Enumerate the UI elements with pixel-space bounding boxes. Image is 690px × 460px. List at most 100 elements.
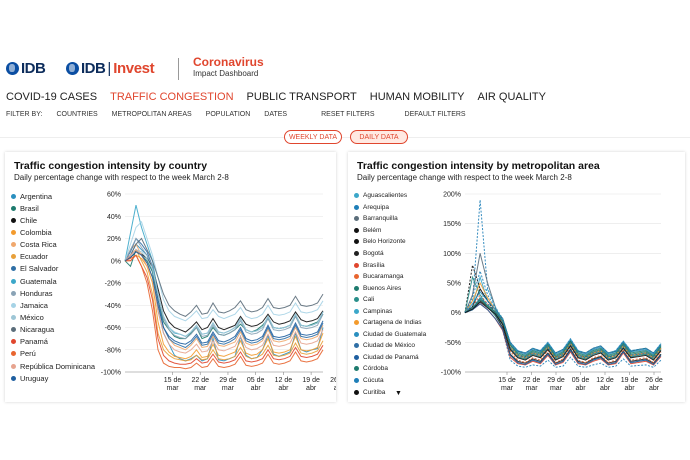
nav-covid-cases[interactable]: COVID-19 CASES — [6, 91, 98, 103]
legend-item[interactable]: Bucaramanga — [354, 271, 426, 283]
series-line[interactable] — [124, 251, 324, 333]
nav-air-quality[interactable]: AIR QUALITY — [477, 91, 546, 103]
logo-separator: | — [107, 60, 112, 77]
legend-item[interactable]: Cartagena de Indias — [354, 317, 426, 329]
legend-item[interactable]: Brasil — [11, 202, 95, 214]
legend-label: Nicaragua — [20, 325, 55, 335]
legend-label: Barranquilla — [363, 215, 398, 223]
legend-swatch — [354, 354, 359, 360]
filter-dates[interactable]: DATES — [264, 111, 288, 118]
metro-chart-subtitle: Daily percentage change with respect to … — [357, 173, 572, 182]
legend-item[interactable]: Perú — [11, 348, 95, 360]
idb-logo[interactable]: IDB — [6, 60, 46, 77]
legend-swatch — [354, 297, 359, 303]
legend-item[interactable]: Cúcuta — [354, 375, 426, 387]
idb-invest-logo-text: IDB — [81, 60, 106, 77]
series-line[interactable] — [464, 301, 662, 361]
legend-item[interactable]: El Salvador — [11, 263, 95, 275]
legend-item[interactable]: Ciudad de Panamá — [354, 352, 426, 364]
series-line[interactable] — [124, 249, 324, 337]
default-filters-button[interactable]: DEFAULT FILTERS — [404, 111, 466, 118]
x-tick-label: mar — [166, 385, 179, 392]
legend-item[interactable]: Barranquilla — [354, 213, 426, 225]
series-line[interactable] — [124, 254, 324, 370]
series-line[interactable] — [464, 298, 662, 357]
legend-item[interactable]: Cali — [354, 294, 426, 306]
legend-label: Cali — [363, 296, 375, 304]
legend-swatch — [11, 351, 16, 357]
series-line[interactable] — [464, 275, 662, 360]
legend-item[interactable]: Belo Horizonte — [354, 236, 426, 248]
series-line[interactable] — [125, 254, 324, 365]
series-line[interactable] — [124, 248, 324, 354]
series-line[interactable] — [464, 287, 662, 354]
legend-item[interactable]: Campinas — [354, 305, 426, 317]
nav-human-mobility[interactable]: HUMAN MOBILITY — [369, 91, 465, 103]
header-divider — [178, 58, 179, 80]
legend-item[interactable]: Argentina — [11, 190, 95, 202]
legend-item[interactable]: Buenos Aires — [354, 282, 426, 294]
metro-chart-panel: Traffic congestion intensity by metropol… — [348, 152, 685, 402]
legend-label: Ciudad de México — [363, 342, 416, 350]
y-tick-label: 100% — [443, 251, 461, 258]
series-line[interactable] — [464, 294, 662, 364]
legend-item[interactable]: Chile — [11, 214, 95, 226]
x-tick-label: 19 de — [621, 377, 639, 384]
legend-item[interactable]: Aguascalientes — [354, 190, 426, 202]
country-chart-subtitle: Daily percentage change with respect to … — [14, 173, 229, 182]
legend-item[interactable]: Costa Rica — [11, 239, 95, 251]
nav-public-transport[interactable]: PUBLIC TRANSPORT — [246, 91, 357, 103]
legend-item[interactable]: Jamaica — [11, 299, 95, 311]
legend-label: Perú — [20, 349, 36, 359]
series-line[interactable] — [464, 291, 662, 355]
series-line[interactable] — [464, 303, 662, 365]
idb-invest-logo[interactable]: IDB | Invest — [66, 60, 155, 77]
legend-item[interactable]: Ciudad de Guatemala — [354, 329, 426, 341]
legend-item[interactable]: Belém — [354, 225, 426, 237]
legend-item[interactable]: República Dominicana — [11, 360, 95, 372]
legend-item[interactable]: Brasília — [354, 259, 426, 271]
series-line[interactable] — [124, 248, 324, 362]
y-tick-label: -100% — [101, 370, 121, 377]
legend-label: Cúcuta — [363, 377, 384, 385]
series-line[interactable] — [124, 237, 324, 349]
x-tick-label: abr — [334, 385, 336, 392]
series-line[interactable] — [125, 254, 324, 360]
x-tick-label: abr — [306, 385, 317, 392]
legend-more-icon[interactable]: ▼ — [395, 390, 402, 397]
legend-item[interactable]: Arequipa — [354, 202, 426, 214]
legend-item[interactable]: Bogotá — [354, 248, 426, 260]
weekly-data-toggle[interactable]: WEEKLY DATA — [284, 130, 342, 144]
legend-item[interactable]: Córdoba — [354, 363, 426, 375]
series-line[interactable] — [464, 281, 662, 359]
series-line[interactable] — [464, 287, 662, 354]
daily-data-toggle[interactable]: DAILY DATA — [350, 130, 408, 144]
dashboard-title: Coronavirus Impact Dashboard — [193, 56, 264, 78]
legend-item[interactable]: Panamá — [11, 336, 95, 348]
legend-item[interactable]: Curitiba — [354, 386, 426, 398]
legend-item[interactable]: Ciudad de México — [354, 340, 426, 352]
series-line[interactable] — [124, 243, 324, 362]
nav-traffic-congestion[interactable]: TRAFFIC CONGESTION — [110, 91, 234, 103]
series-line[interactable] — [464, 296, 662, 358]
x-tick-label: 12 de — [596, 377, 614, 384]
series-line[interactable] — [124, 237, 324, 317]
x-tick-label: mar — [194, 385, 207, 392]
legend-item[interactable]: Ecuador — [11, 251, 95, 263]
series-line[interactable] — [124, 251, 324, 345]
filter-countries[interactable]: COUNTRIES — [56, 111, 98, 118]
filter-metropolitan-areas[interactable]: METROPOLITAN AREAS — [111, 111, 192, 118]
x-tick-label: abr — [278, 385, 289, 392]
legend-item[interactable]: Honduras — [11, 287, 95, 299]
reset-filters-button[interactable]: RESET FILTERS — [321, 111, 375, 118]
legend-swatch — [11, 278, 16, 284]
filter-population[interactable]: POPULATION — [205, 111, 251, 118]
legend-item[interactable]: Guatemala — [11, 275, 95, 287]
legend-item[interactable]: Uruguay — [11, 372, 95, 384]
legend-item[interactable]: Colombia — [11, 226, 95, 238]
legend-item[interactable]: Nicaragua — [11, 324, 95, 336]
series-line[interactable] — [464, 297, 662, 359]
legend-item[interactable]: México — [11, 311, 95, 323]
series-line[interactable] — [464, 300, 662, 364]
series-line[interactable] — [464, 269, 662, 354]
